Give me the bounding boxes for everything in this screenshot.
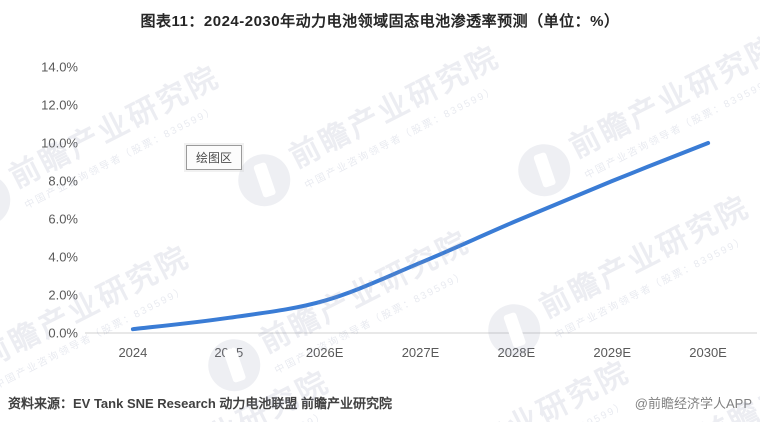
series-line	[130, 141, 711, 332]
y-tick-label: 4.0%	[48, 250, 78, 265]
source-text: 资料来源：EV Tank SNE Research 动力电池联盟 前瞻产业研究院	[8, 396, 393, 411]
x-axis-label: 2027E	[402, 345, 440, 360]
x-axis-label: 2024	[118, 345, 147, 360]
y-tick-label: 6.0%	[48, 212, 78, 227]
credit-text: @前瞻经济学人APP	[634, 396, 752, 411]
y-tick-label: 8.0%	[48, 174, 78, 189]
x-axis-label: 2028E	[498, 345, 536, 360]
plot-area-tooltip: 绘图区	[186, 145, 243, 170]
y-tick-label: 10.0%	[41, 136, 78, 151]
y-tick-label: 12.0%	[41, 98, 78, 113]
x-axis-label: 2025	[214, 345, 243, 360]
footer: 资料来源：EV Tank SNE Research 动力电池联盟 前瞻产业研究院…	[0, 393, 760, 412]
x-axis-label: 2030E	[689, 345, 727, 360]
y-tick-label: 2.0%	[48, 288, 78, 303]
y-tick-label: 14.0%	[41, 60, 78, 75]
y-tick-label: 0.0%	[48, 326, 78, 341]
chart-title: 图表11：2024-2030年动力电池领域固态电池渗透率预测（单位：%）	[140, 13, 620, 30]
x-axis-label: 2029E	[593, 345, 631, 360]
x-axis-label: 2026E	[306, 345, 344, 360]
